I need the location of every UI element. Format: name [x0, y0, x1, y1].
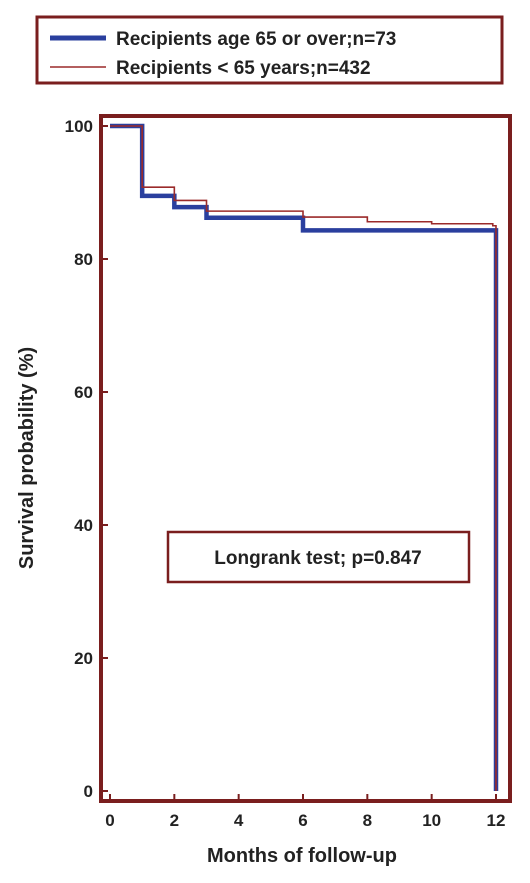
legend-label-series-1: Recipients age 65 or over;n=73 — [116, 29, 396, 50]
x-axis-title: Months of follow-up — [207, 845, 397, 867]
y-tick-label: 80 — [74, 250, 93, 269]
annotation-box — [166, 530, 471, 584]
x-tick-label: 0 — [105, 811, 114, 830]
y-tick-label: 0 — [84, 782, 93, 801]
legend-label-series-2: Recipients < 65 years;n=432 — [116, 58, 371, 79]
x-tick-label: 2 — [170, 811, 179, 830]
legend: Recipients age 65 or over;n=73 Recipient… — [35, 15, 504, 85]
x-tick-label: 8 — [363, 811, 372, 830]
y-tick-label: 40 — [74, 516, 93, 535]
annotation-text: Longrank test; p=0.847 — [214, 548, 421, 569]
x-tick-label: 10 — [422, 811, 441, 830]
y-tick-label: 100 — [65, 117, 93, 136]
longrank-annotation: Longrank test; p=0.847 — [166, 530, 471, 584]
x-tick-label: 6 — [298, 811, 307, 830]
y-tick-label: 60 — [74, 383, 93, 402]
legend-box — [35, 15, 504, 85]
x-tick-label: 12 — [487, 811, 506, 830]
x-tick-label: 4 — [234, 811, 244, 830]
axis-ticks: 0 2 4 6 8 10 12 0 20 40 60 80 100 — [65, 117, 506, 830]
y-axis-title: Survival probability (%) — [16, 347, 38, 569]
series-line-2 — [110, 125, 497, 791]
y-tick-label: 20 — [74, 649, 93, 668]
series-layer — [110, 123, 499, 791]
plot-frame — [99, 114, 512, 803]
